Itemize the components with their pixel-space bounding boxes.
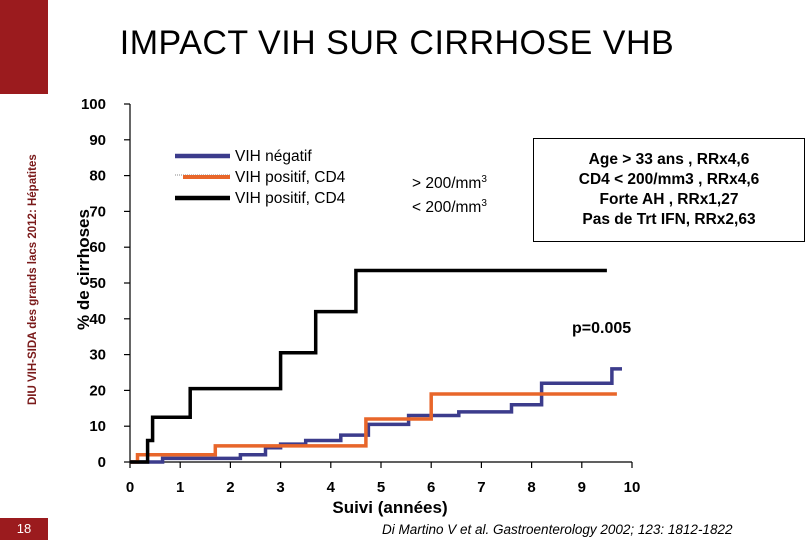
risk-factor-line: Age > 33 ans , RRx4,6 [588, 151, 750, 168]
series-line-0 [130, 367, 622, 464]
legend-swatch-blue [175, 153, 230, 159]
risk-factors-box: Age > 33 ans , RRx4,6 CD4 < 200/mm3 , RR… [533, 138, 805, 242]
x-tick-label: 2 [226, 479, 234, 496]
y-tick-label: 10 [89, 418, 106, 435]
y-tick-label: 20 [89, 382, 106, 399]
x-tick-label: 7 [477, 479, 485, 496]
x-tick-label: 4 [327, 479, 336, 496]
x-tick-label: 0 [126, 479, 134, 496]
legend-label: VIH positif, CD4 [235, 169, 346, 186]
p-value: p=0.005 [572, 320, 632, 337]
y-tick-label: 80 [89, 168, 106, 185]
series-line-2 [130, 268, 607, 464]
y-tick-label: 60 [89, 239, 106, 256]
legend-label: VIH négatif [235, 148, 312, 165]
x-tick-label: 1 [176, 479, 184, 496]
threshold-low-sup: 3 [481, 198, 487, 210]
risk-factor-line: Forte AH , RRx1,27 [599, 191, 739, 208]
y-tick-label: 100 [81, 96, 106, 113]
x-tick-label: 8 [527, 479, 535, 496]
y-tick-label: 50 [89, 275, 106, 292]
series-line-1 [130, 392, 617, 464]
y-axis-label: % de cirrhoses [74, 209, 93, 330]
x-tick-label: 10 [624, 479, 641, 496]
y-tick-label: 70 [89, 203, 106, 220]
cd4-thresholds: > 200/mm3 < 200/mm3 [412, 170, 487, 218]
legend-swatch-orange [175, 174, 230, 179]
risk-factor-line: CD4 < 200/mm3 , RRx4,6 [578, 171, 760, 188]
y-tick-label: 0 [98, 454, 106, 471]
threshold-low-text: < 200/mm [412, 199, 482, 217]
y-tick-label: 30 [89, 347, 106, 364]
threshold-low: < 200/mm3 [412, 194, 487, 218]
risk-factor-line: Pas de Trt IFN, RRx2,63 [582, 211, 756, 228]
x-axis-label: Suivi (années) [332, 498, 448, 517]
threshold-high: > 200/mm3 [412, 170, 487, 194]
y-tick-label: 90 [89, 132, 106, 149]
legend-swatch-black [175, 195, 230, 201]
slide-number: 18 [0, 518, 48, 540]
sidebar-brand-block [0, 0, 48, 94]
slide-title: IMPACT VIH SUR CIRRHOSE VHB [119, 24, 675, 62]
x-tick-label: 5 [377, 479, 385, 496]
x-tick-label: 6 [427, 479, 435, 496]
y-tick-label: 40 [89, 311, 106, 328]
threshold-high-sup: 3 [481, 174, 487, 185]
x-tick-label: 3 [276, 479, 284, 496]
citation: Di Martino V et al. Gastroenterology 200… [382, 522, 733, 537]
legend-label: VIH positif, CD4 [235, 190, 346, 207]
threshold-high-text: > 200/mm [412, 175, 482, 193]
sidebar: DIU VIH-SIDA des grands lacs 2012: Hépat… [0, 0, 48, 540]
x-tick-label: 9 [578, 479, 586, 496]
